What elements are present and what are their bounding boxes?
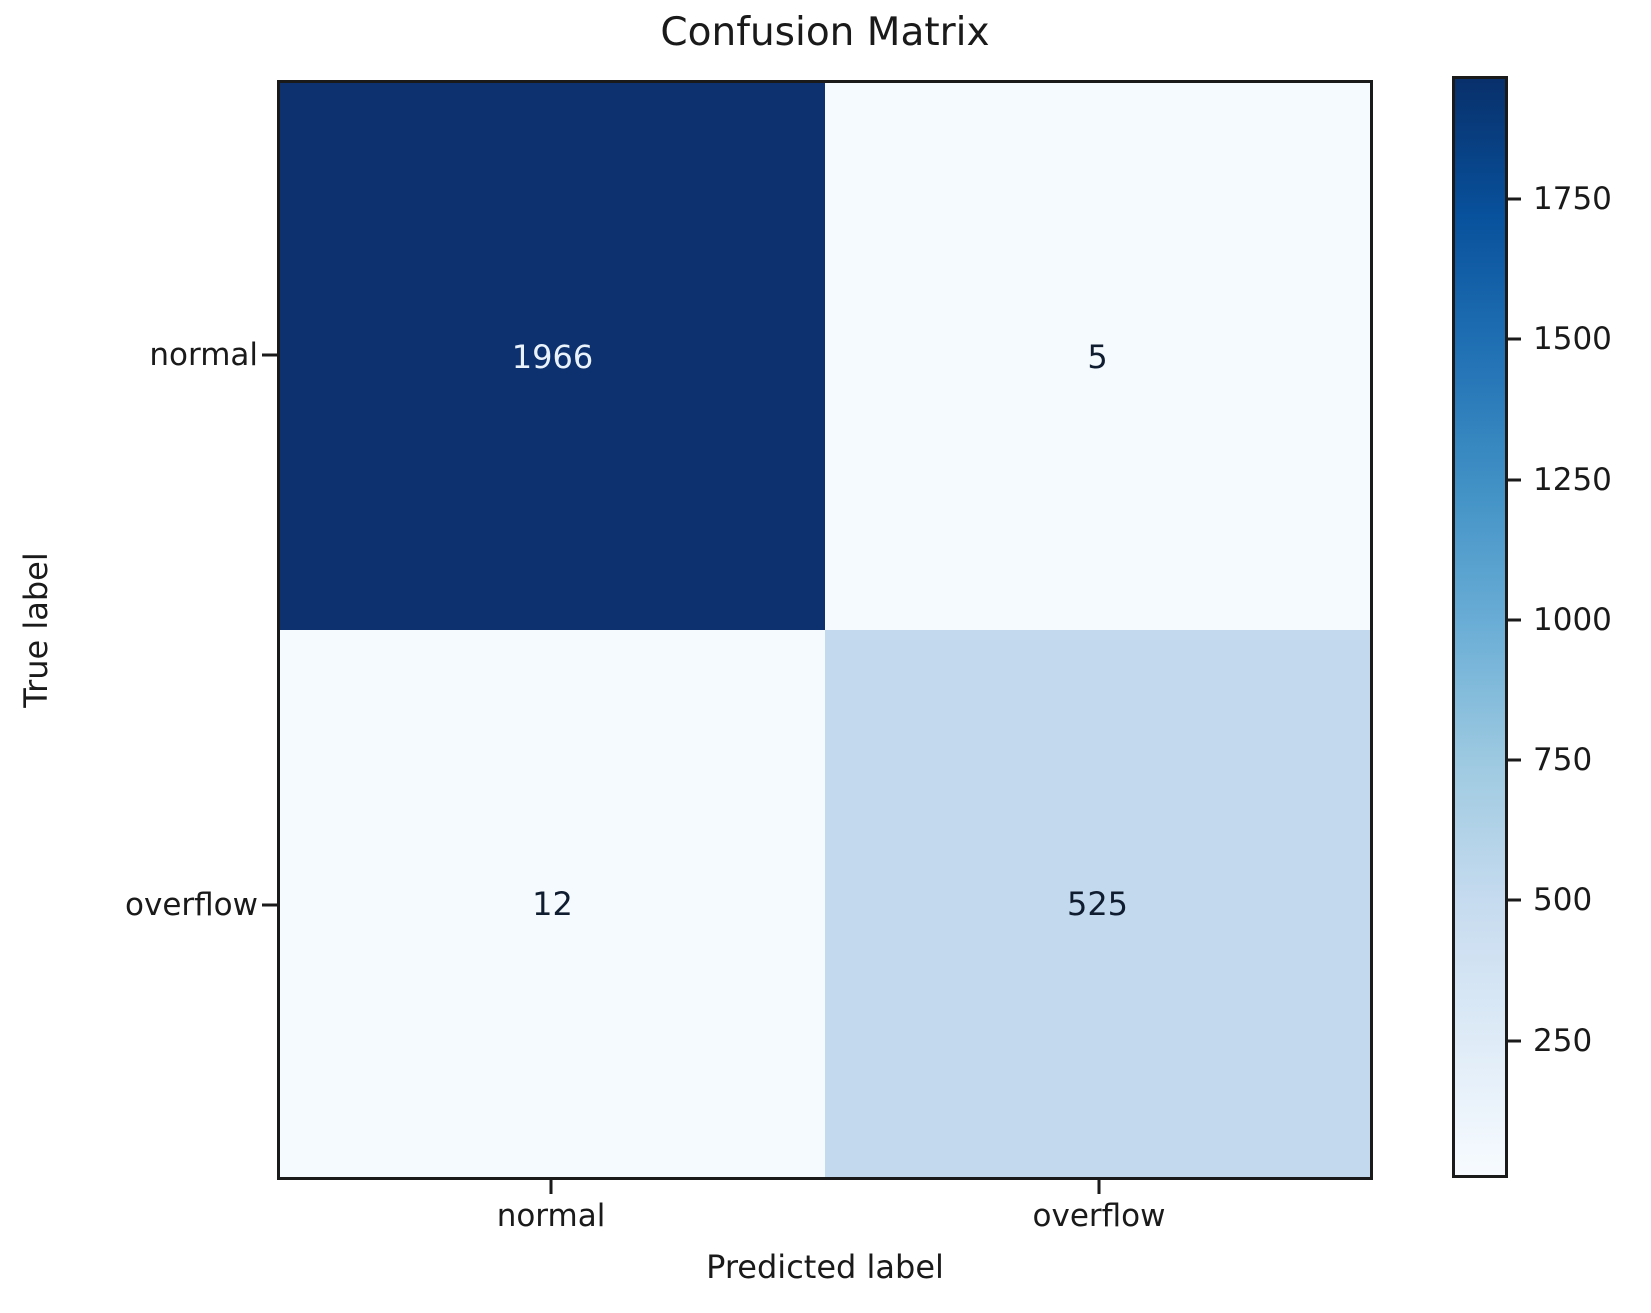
cell-value: 5 [1087, 337, 1108, 376]
colorbar-tick-label: 1500 [1533, 321, 1612, 357]
x-tick-mark [1097, 1180, 1101, 1194]
cell-true-normal-pred-overflow: 5 [825, 83, 1370, 630]
y-tick-label-normal: normal [149, 337, 258, 373]
colorbar-tick-label: 1750 [1533, 181, 1612, 217]
chart-title: Confusion Matrix [660, 10, 990, 55]
y-axis-label: True label [17, 552, 55, 708]
cell-true-overflow-pred-overflow: 525 [825, 630, 1370, 1177]
x-tick-label-normal: normal [496, 1198, 606, 1234]
colorbar-tick-mark [1507, 478, 1521, 482]
y-tick-label-overflow: overflow [125, 887, 258, 923]
y-tick-mark [262, 353, 277, 357]
colorbar-tick-label: 1250 [1533, 462, 1612, 498]
cell-value: 12 [532, 884, 573, 923]
x-tick-mark [549, 1180, 553, 1194]
colorbar-tick-mark [1507, 758, 1521, 762]
colorbar-tick-mark [1507, 197, 1521, 201]
cell-true-normal-pred-normal: 1966 [280, 83, 825, 630]
cell-value: 1966 [511, 337, 594, 376]
colorbar-tick-label: 250 [1533, 1023, 1593, 1059]
colorbar-tick-label: 750 [1533, 742, 1593, 778]
y-tick-mark [262, 903, 277, 907]
colorbar-gradient [1452, 76, 1508, 1178]
colorbar-tick-mark [1507, 618, 1521, 622]
x-tick-label-overflow: overflow [1032, 1198, 1166, 1234]
heatmap-matrix: 1966 5 12 525 [277, 80, 1373, 1180]
colorbar-tick-mark [1507, 1039, 1521, 1043]
colorbar-tick-label: 1000 [1533, 602, 1612, 638]
colorbar-tick-mark [1507, 337, 1521, 341]
cell-true-overflow-pred-normal: 12 [280, 630, 825, 1177]
cell-value: 525 [1066, 884, 1129, 923]
colorbar-tick-mark [1507, 898, 1521, 902]
x-axis-label: Predicted label [706, 1248, 944, 1286]
colorbar-tick-label: 500 [1533, 882, 1593, 918]
